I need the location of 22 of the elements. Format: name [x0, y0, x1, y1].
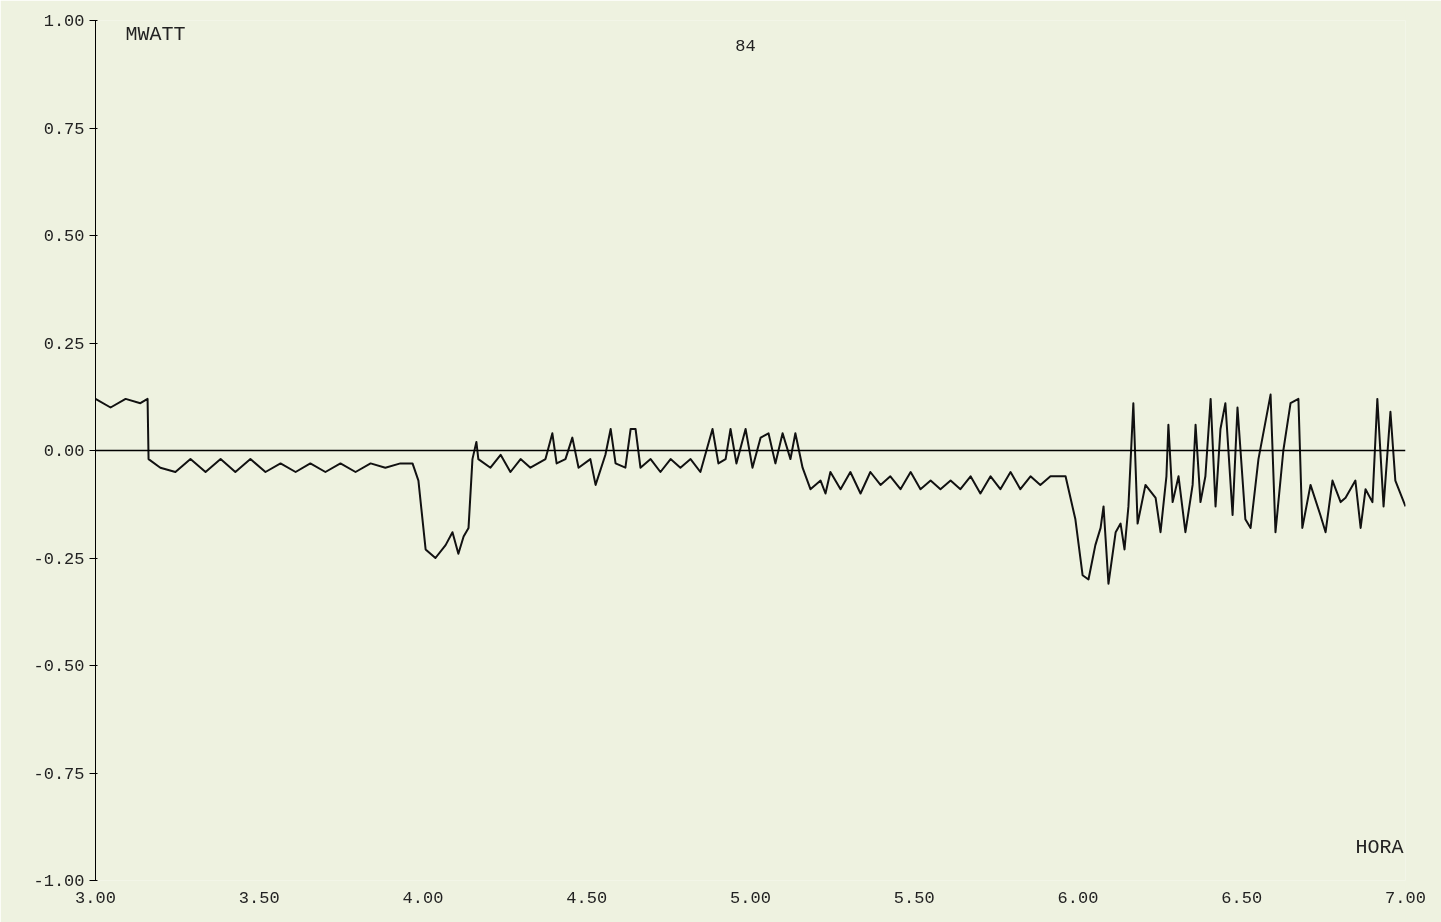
y-tick-label: 0.25: [43, 334, 85, 354]
y-tick-label: 0.50: [43, 227, 85, 246]
x-tick-label: 4.00: [402, 888, 444, 908]
x-tick-label: 3.50: [238, 888, 280, 908]
y-tick-label: 1.00: [43, 12, 85, 31]
y-tick-label: -0.25: [33, 549, 85, 569]
y-tick-label: -0.50: [33, 657, 85, 676]
x-tick-label: 7.00: [1385, 888, 1426, 908]
x-tick-label: 4.50: [566, 888, 608, 908]
y-axis-title: MWATT: [125, 23, 186, 46]
y-tick-label: -0.75: [33, 764, 85, 784]
x-tick-label: 5.50: [893, 888, 935, 908]
y-tick-label: -1.00: [33, 872, 85, 891]
x-tick-label: 6.00: [1057, 888, 1099, 908]
line-series: [95, 393, 1406, 585]
x-tick-label: 6.50: [1221, 888, 1263, 908]
x-axis-title: HORA: [1355, 835, 1404, 859]
x-tick-label: 5.00: [730, 888, 771, 908]
annotation: 84: [735, 36, 756, 56]
y-tick-label: 0.75: [43, 119, 85, 139]
x-tick-label: 3.00: [75, 888, 116, 908]
y-tick-label: 0.00: [43, 442, 85, 461]
